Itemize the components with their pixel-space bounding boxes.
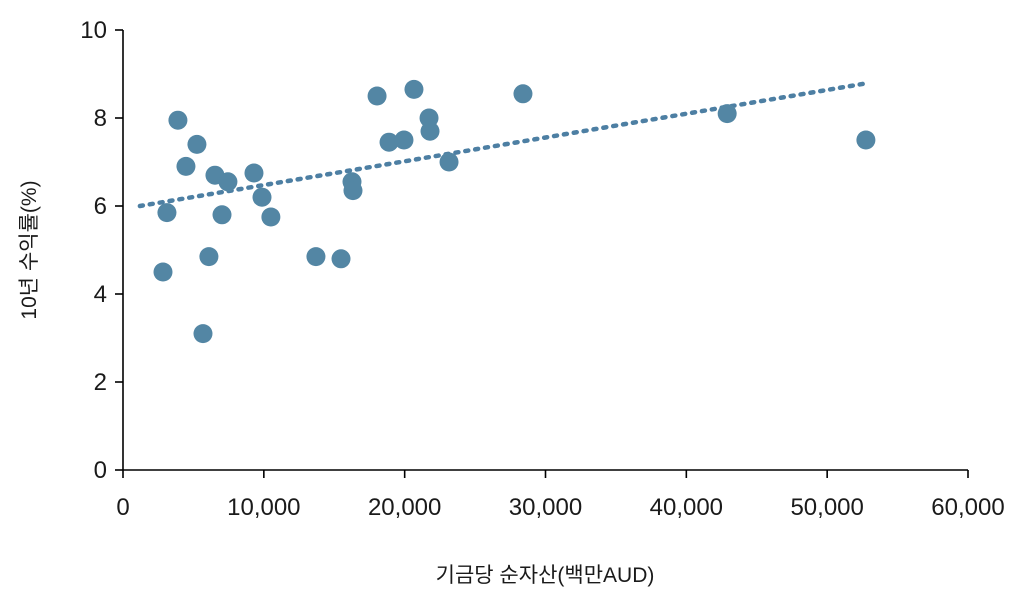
x-tick-label: 20,000 bbox=[368, 494, 441, 521]
data-point bbox=[261, 207, 281, 227]
data-point bbox=[176, 156, 196, 176]
data-point bbox=[193, 324, 213, 344]
data-point bbox=[439, 152, 459, 172]
x-tick-label: 40,000 bbox=[650, 494, 723, 521]
x-tick-label: 50,000 bbox=[790, 494, 863, 521]
y-axis-label: 10년 수익률(%) bbox=[18, 180, 41, 319]
data-point bbox=[153, 262, 173, 282]
data-point bbox=[367, 86, 387, 106]
data-point bbox=[717, 104, 737, 124]
x-tick-label: 60,000 bbox=[931, 494, 1004, 521]
data-point bbox=[856, 130, 876, 150]
data-point bbox=[168, 110, 188, 130]
data-point bbox=[394, 130, 414, 150]
x-tick-label: 30,000 bbox=[509, 494, 582, 521]
data-point bbox=[244, 163, 264, 183]
data-point bbox=[187, 134, 207, 154]
x-tick-label: 0 bbox=[116, 494, 129, 521]
data-point bbox=[404, 79, 424, 99]
y-tick-label: 0 bbox=[94, 457, 107, 484]
y-tick-label: 6 bbox=[94, 193, 107, 220]
y-tick-label: 2 bbox=[94, 369, 107, 396]
data-point bbox=[212, 205, 232, 225]
plot-layer: 0 10,000 20,000 30,000 40,000 50,000 60,000 0 2 4… bbox=[80, 17, 1004, 521]
y-tick-label: 10 bbox=[80, 17, 107, 44]
data-point bbox=[331, 249, 351, 269]
data-point bbox=[157, 203, 177, 223]
data-point bbox=[379, 132, 399, 152]
y-tick-label: 8 bbox=[94, 105, 107, 132]
data-point bbox=[343, 181, 363, 201]
x-tick-label: 10,000 bbox=[227, 494, 300, 521]
data-point bbox=[218, 172, 238, 192]
data-point bbox=[199, 247, 219, 267]
y-tick-label: 4 bbox=[94, 281, 107, 308]
data-point bbox=[252, 187, 272, 207]
trend-line bbox=[137, 80, 872, 209]
x-axis-label: 기금당 순자산(백만AUD) bbox=[436, 564, 655, 587]
data-point bbox=[306, 247, 326, 267]
data-point bbox=[513, 84, 533, 104]
data-point bbox=[420, 121, 440, 141]
